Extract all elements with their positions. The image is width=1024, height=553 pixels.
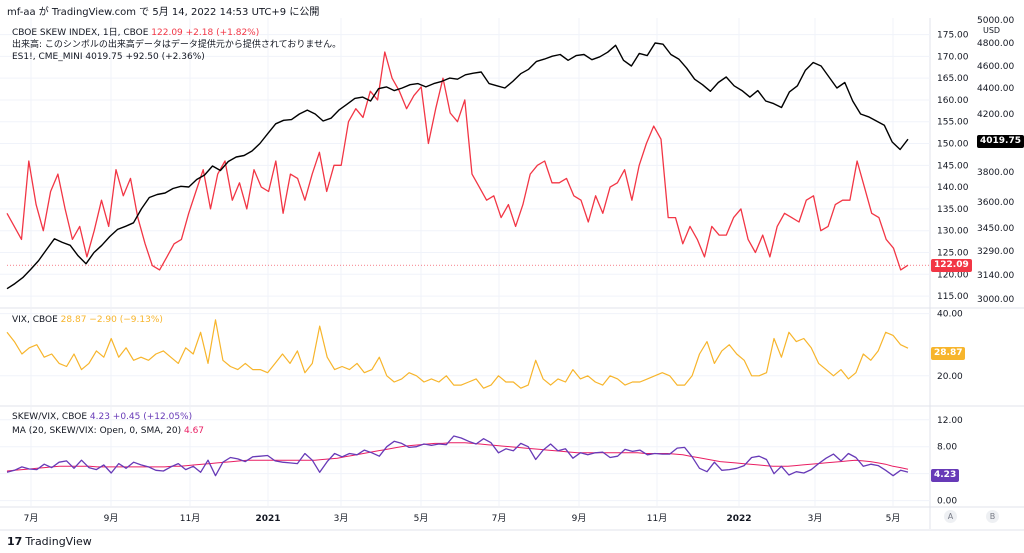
es-axis-tick: 3140.00 <box>977 271 1014 281</box>
skew-axis-tick: 125.00 <box>937 249 969 259</box>
legend-ratio[interactable]: SKEW/VIX, CBOE 4.23 +0.45 (+12.05%) <box>12 412 192 423</box>
legend-es-name: ES1!, CME_MINI <box>12 52 83 62</box>
legend-ma-name: MA (20, SKEW/VIX: Open, 0, SMA, 20) <box>12 426 182 436</box>
es-axis-tick: 3600.00 <box>977 198 1014 208</box>
skew-axis-tick: 165.00 <box>937 74 969 84</box>
x-tick-label: 11月 <box>647 513 667 524</box>
tradingview-brand[interactable]: 17 TradingView <box>7 535 92 548</box>
auto-scale-button[interactable]: A <box>944 510 957 523</box>
es-axis-tick: 3450.00 <box>977 224 1014 234</box>
es-axis-tick: 4400.00 <box>977 84 1014 94</box>
skew-axis-tick: 135.00 <box>937 205 969 215</box>
x-tick-label: 11月 <box>180 513 200 524</box>
x-tick-label: 5月 <box>886 513 901 524</box>
x-tick-label: 2022 <box>726 514 751 524</box>
ratio-line <box>6 435 909 477</box>
ratio-axis-tick: 12.00 <box>937 416 963 426</box>
skew-axis-tick: 120.00 <box>937 270 969 280</box>
legend-es-values: 4019.75 +92.50 (+2.36%) <box>85 52 205 62</box>
legend-vix-name: VIX, CBOE <box>12 315 58 325</box>
legend-vix-values: 28.87 −2.90 (−9.13%) <box>60 315 163 325</box>
skew-line <box>6 51 909 271</box>
x-tick-label: 3月 <box>334 513 349 524</box>
skew-axis-tick: 155.00 <box>937 118 969 128</box>
skew-axis-tick: 115.00 <box>937 292 969 302</box>
ratio-axis-tick: 0.00 <box>937 497 957 507</box>
skew-price-tag: 122.09 <box>931 259 972 272</box>
es-axis-tick: 4600.00 <box>977 62 1014 72</box>
x-tick-label: 2021 <box>255 514 280 524</box>
legend-ratio-name: SKEW/VIX, CBOE <box>12 412 88 422</box>
legend-skew[interactable]: CBOE SKEW INDEX, 1日, CBOE 122.09 +2.18 (… <box>12 28 259 39</box>
legend-ma[interactable]: MA (20, SKEW/VIX: Open, 0, SMA, 20) 4.67 <box>12 426 204 437</box>
x-tick-label: 3月 <box>808 513 823 524</box>
legend-ma-values: 4.67 <box>183 426 205 436</box>
legend-skew-values: 122.09 +2.18 (+1.82%) <box>151 28 260 38</box>
es-axis-tick: 3290.00 <box>977 247 1014 257</box>
es-price-tag: 4019.75 <box>977 135 1024 148</box>
x-tick-label: 7月 <box>24 513 39 524</box>
skew-axis-tick: 145.00 <box>937 161 969 171</box>
x-tick-label: 7月 <box>492 513 507 524</box>
skew-axis-tick: 130.00 <box>937 227 969 237</box>
ma-line <box>6 442 909 472</box>
es-axis-tick: 3800.00 <box>977 168 1014 178</box>
legend-es[interactable]: ES1!, CME_MINI 4019.75 +92.50 (+2.36%) <box>12 52 205 63</box>
skew-axis-tick: 160.00 <box>937 96 969 106</box>
scale-b-button[interactable]: B <box>986 510 999 523</box>
x-tick-label: 9月 <box>572 513 587 524</box>
x-tick-label: 5月 <box>414 513 429 524</box>
legend-vix[interactable]: VIX, CBOE 28.87 −2.90 (−9.13%) <box>12 315 163 326</box>
es-axis-tick: 4200.00 <box>977 110 1014 120</box>
es-axis-tick: 5000.00 <box>977 16 1014 26</box>
vix-axis-tick: 20.00 <box>937 372 963 382</box>
vix-price-tag: 28.87 <box>931 347 966 360</box>
brand-name: TradingView <box>25 535 92 548</box>
ratio-price-tag: 4.23 <box>931 469 960 482</box>
es-axis-tick: 4800.00 <box>977 39 1014 49</box>
skew-axis-tick: 140.00 <box>937 183 969 193</box>
vix-axis-tick: 40.00 <box>937 310 963 320</box>
skew-axis-tick: 175.00 <box>937 31 969 41</box>
legend-ratio-values: 4.23 +0.45 (+12.05%) <box>89 412 193 422</box>
vix-line <box>6 319 909 389</box>
es-axis-tick: 3000.00 <box>977 295 1014 305</box>
es-line <box>6 42 909 290</box>
legend-skew-name: CBOE SKEW INDEX, 1日, CBOE <box>12 28 149 38</box>
skew-axis-tick: 170.00 <box>937 52 969 62</box>
skew-axis-tick: 150.00 <box>937 140 969 150</box>
es-axis-unit: USD <box>983 26 1000 35</box>
legend-volume-note: 出来高: このシンボルの出来高データはデータ提供元から提供されておりません。 <box>12 40 342 50</box>
tradingview-logo-icon: 17 <box>7 535 23 548</box>
publish-header: mf-aa が TradingView.com で 5月 14, 2022 14… <box>7 7 320 18</box>
x-tick-label: 9月 <box>104 513 119 524</box>
ratio-axis-tick: 8.00 <box>937 443 957 453</box>
